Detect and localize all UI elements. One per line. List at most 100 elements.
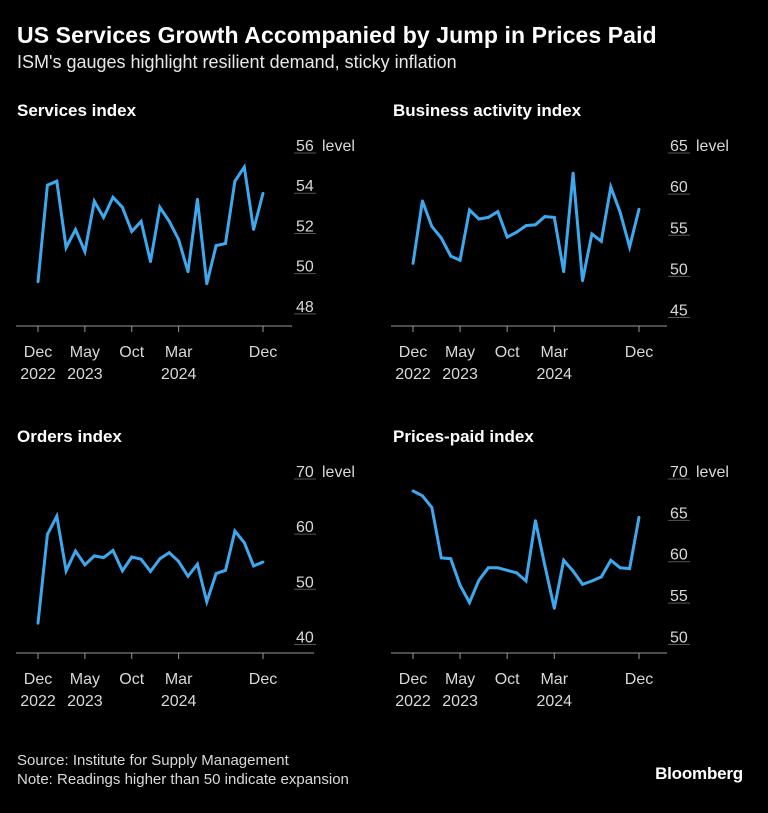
orders-xtick-label-2: Oct <box>119 671 144 688</box>
prices-paid-xtick-label-2: Oct <box>495 671 520 688</box>
business-activity-ytick-label-3: 50 <box>670 261 688 278</box>
services-ytick-label-1: 54 <box>296 178 314 195</box>
services-point-14 <box>167 220 171 223</box>
business-activity-xtick-label-1: May <box>445 344 475 361</box>
prices-paid-xtick-label-4: Dec <box>625 671 653 688</box>
business-activity-point-10 <box>505 235 509 239</box>
prices-paid-xtick-label-1: May <box>445 671 475 688</box>
orders-unit-label: level <box>322 464 355 481</box>
prices-paid-ytick-label-4: 50 <box>670 629 688 646</box>
orders-ytick-label-3: 40 <box>296 629 314 646</box>
business-activity-point-2 <box>430 225 434 228</box>
business-activity-ytick-label-0: 65 <box>670 138 688 155</box>
business-activity-xtick-year-3: 2024 <box>536 366 572 383</box>
business-activity-point-16 <box>562 270 566 274</box>
chart-subtitle: ISM's gauges highlight resilient demand,… <box>17 52 457 72</box>
prices-paid-xtick-label-0: Dec <box>399 671 427 688</box>
business-activity-point-20 <box>599 239 603 243</box>
orders-ytick-label-2: 50 <box>296 574 314 591</box>
services-xtick-label-2: Oct <box>119 344 144 361</box>
source-note: Source: Institute for Supply Management <box>17 752 289 769</box>
business-activity-point-8 <box>486 216 490 219</box>
business-activity-point-11 <box>515 230 518 234</box>
orders-point-2 <box>55 514 59 518</box>
services-xtick-year-1: 2023 <box>67 366 103 383</box>
business-activity-point-0 <box>411 262 415 265</box>
services-point-24 <box>261 191 265 195</box>
services-point-2 <box>55 179 59 183</box>
services-xtick-label-1: May <box>70 344 100 361</box>
prices-paid-point-15 <box>552 606 556 610</box>
prices-paid-point-21 <box>609 558 613 562</box>
business-activity-point-7 <box>477 217 481 221</box>
services-ytick-label-0: 56 <box>296 138 314 155</box>
orders-point-1 <box>46 533 49 536</box>
services-point-22 <box>242 165 246 169</box>
orders-ytick-label-0: 70 <box>296 464 314 481</box>
services-point-12 <box>149 260 152 263</box>
services-point-16 <box>186 270 190 274</box>
services-point-20 <box>224 242 227 245</box>
prices-paid-point-19 <box>590 579 594 583</box>
prices-paid-point-23 <box>628 567 631 570</box>
prices-paid-ytick-label-0: 70 <box>670 464 688 481</box>
prices-paid-point-12 <box>524 579 528 583</box>
orders-point-8 <box>111 549 115 552</box>
services-point-18 <box>205 282 209 286</box>
services-point-10 <box>130 230 134 233</box>
business-activity-ytick-label-1: 60 <box>670 179 688 196</box>
prices-paid-point-6 <box>468 601 471 604</box>
services-point-11 <box>139 220 143 223</box>
chart-title: US Services Growth Accompanied by Jump i… <box>17 22 657 48</box>
prices-paid-point-24 <box>637 515 641 519</box>
orders-point-7 <box>102 556 105 559</box>
services-point-19 <box>214 244 218 248</box>
prices-paid-ytick-label-3: 55 <box>670 588 688 605</box>
business-activity-point-4 <box>449 254 453 258</box>
prices-paid-point-14 <box>543 563 547 567</box>
services-xtick-label-3: Mar <box>165 344 193 361</box>
services-series-line <box>36 163 265 285</box>
orders-xtick-year-0: 2022 <box>20 693 56 710</box>
prices-paid-point-22 <box>618 566 622 570</box>
orders-point-15 <box>177 560 181 563</box>
prices-paid-unit-label: level <box>696 464 729 481</box>
orders-point-16 <box>186 574 190 578</box>
business-activity-point-17 <box>571 171 575 175</box>
orders-point-22 <box>242 541 246 545</box>
services-point-5 <box>83 250 87 254</box>
business-activity-point-22 <box>618 211 622 214</box>
orders-point-5 <box>83 563 87 567</box>
orders-xtick-label-3: Mar <box>165 671 193 688</box>
prices-paid-point-18 <box>581 582 584 586</box>
panel-title-orders: Orders index <box>17 427 122 446</box>
business-activity-point-23 <box>628 245 631 249</box>
orders-point-11 <box>139 557 143 561</box>
business-activity-point-3 <box>439 236 443 240</box>
business-activity-unit-label: level <box>696 138 729 155</box>
prices-paid-point-8 <box>486 566 490 570</box>
services-point-8 <box>111 195 115 199</box>
prices-paid-point-1 <box>421 494 424 498</box>
business-activity-point-24 <box>637 207 641 211</box>
prices-paid-point-0 <box>411 489 415 493</box>
prices-paid-xtick-year-0: 2022 <box>395 693 431 710</box>
prices-paid-point-3 <box>439 556 443 560</box>
business-activity-xtick-label-4: Dec <box>625 344 653 361</box>
business-activity-xtick-year-0: 2022 <box>395 366 431 383</box>
business-activity-point-18 <box>581 279 584 283</box>
orders-point-18 <box>205 600 209 604</box>
orders-point-9 <box>121 569 124 573</box>
orders-point-3 <box>64 569 68 573</box>
business-activity-point-5 <box>458 258 462 262</box>
business-activity-point-13 <box>534 223 537 227</box>
prices-paid-point-10 <box>505 568 509 572</box>
business-activity-xtick-label-0: Dec <box>399 344 427 361</box>
business-activity-xtick-label-2: Oct <box>495 344 520 361</box>
business-activity-xtick-year-1: 2023 <box>442 366 478 383</box>
expansion-note: Note: Readings higher than 50 indicate e… <box>17 771 349 788</box>
orders-point-0 <box>36 621 40 625</box>
services-point-0 <box>36 280 40 284</box>
orders-xtick-year-1: 2023 <box>67 693 103 710</box>
orders-point-17 <box>196 562 199 566</box>
